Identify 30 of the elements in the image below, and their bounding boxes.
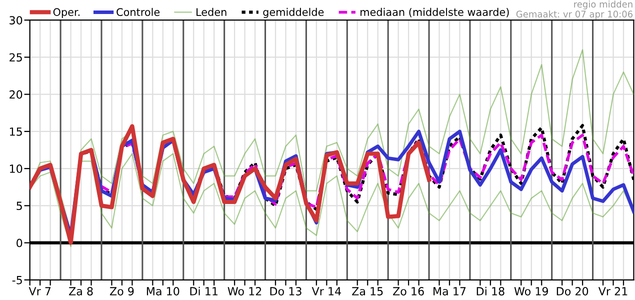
legend-label: Controle bbox=[116, 8, 160, 16]
x-tick-label: Do 13 bbox=[270, 287, 302, 296]
y-tick-label: 10 bbox=[10, 164, 22, 173]
x-tick-label: Wo 12 bbox=[228, 287, 262, 296]
y-tick-label: 25 bbox=[10, 53, 22, 62]
y-tick-label: 30 bbox=[10, 16, 22, 24]
y-tick-label: 15 bbox=[10, 128, 22, 136]
x-tick-label: Za 15 bbox=[352, 287, 383, 296]
y-tick-label: 20 bbox=[10, 90, 22, 99]
x-tick-label: Di 18 bbox=[476, 286, 504, 296]
text: regio midden bbox=[574, 0, 632, 10]
x-tick-label: Zo 16 bbox=[393, 287, 424, 296]
x-tick-label: Vr 7 bbox=[28, 287, 51, 296]
x-tick-label: Di 11 bbox=[190, 286, 218, 296]
text: Gemaakt: vr 07 apr 10:06 bbox=[516, 10, 633, 20]
x-tick-label: Wo 19 bbox=[514, 287, 548, 296]
y-tick-label: 5 bbox=[16, 202, 22, 210]
x-tick-label: Za 8 bbox=[69, 287, 93, 296]
y-tick-label: 0 bbox=[16, 238, 22, 248]
legend-label: gemiddelde bbox=[263, 8, 324, 18]
x-tick-label: Vr 14 bbox=[312, 287, 341, 296]
y-tick-label: -5 bbox=[12, 276, 22, 284]
x-tick-label: Vr 21 bbox=[598, 287, 628, 296]
legend-label: Leden bbox=[196, 8, 226, 16]
x-tick-label: Zo 9 bbox=[110, 287, 134, 296]
x-tick-label: Do 20 bbox=[556, 287, 588, 296]
legend-label: Oper. bbox=[53, 8, 80, 18]
x-tick-label: Ma 17 bbox=[434, 287, 466, 296]
x-tick-label: Ma 10 bbox=[146, 287, 180, 296]
legend-label: mediaan (middelste waarde) bbox=[360, 8, 509, 18]
